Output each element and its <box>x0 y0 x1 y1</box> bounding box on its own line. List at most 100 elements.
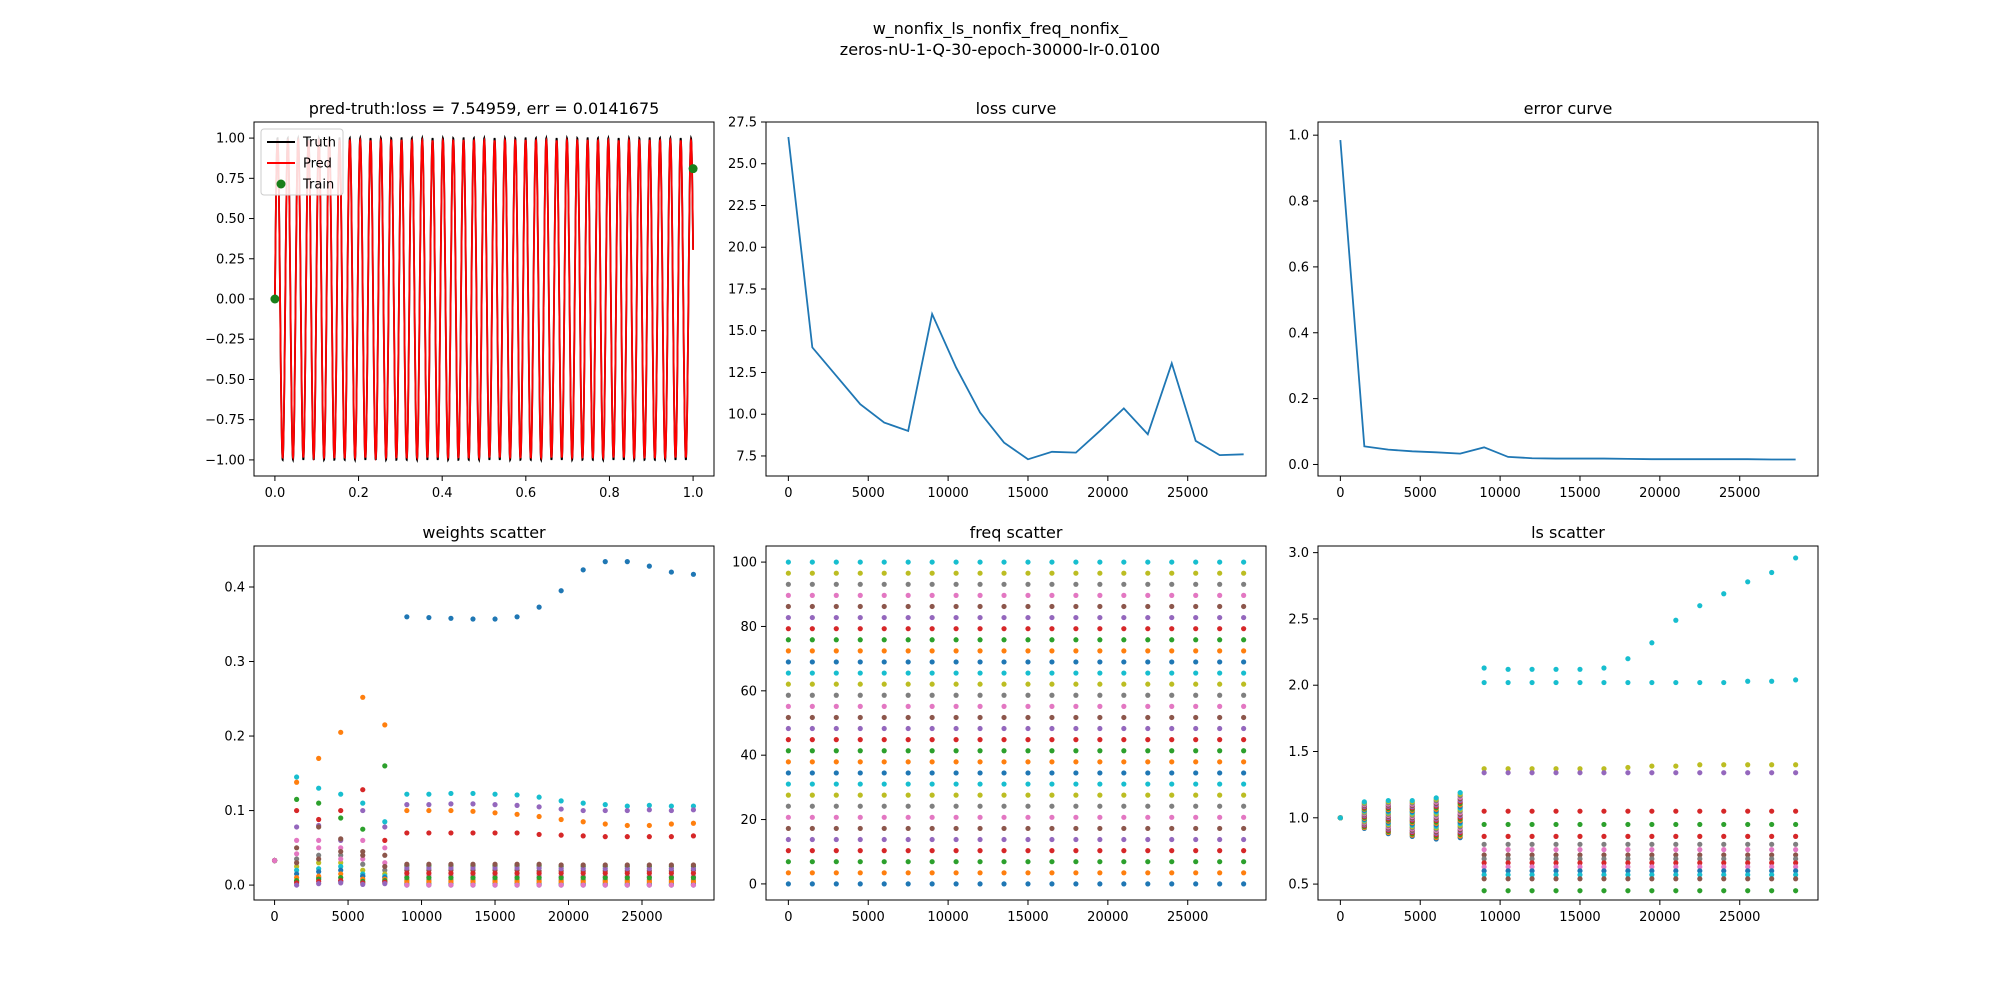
y-tick-label: 0.50 <box>216 212 245 227</box>
freq-point <box>809 748 815 754</box>
freq-point <box>1001 592 1007 598</box>
freq-point <box>1001 859 1007 865</box>
weight-point <box>448 615 454 621</box>
freq-point <box>1193 670 1199 676</box>
freq-point <box>1121 781 1127 787</box>
freq-point <box>857 737 863 743</box>
freq-point <box>977 825 983 832</box>
weight-point <box>580 875 586 881</box>
ls-point <box>1481 841 1487 847</box>
weight-point <box>426 865 432 871</box>
freq-point <box>953 770 959 776</box>
freq-point <box>785 648 791 654</box>
ls-point <box>1601 821 1607 828</box>
freq-point <box>1217 859 1223 865</box>
y-tick-label: −0.25 <box>205 333 245 348</box>
weight-point <box>602 878 608 884</box>
ls-point <box>1481 856 1487 862</box>
freq-point <box>1049 614 1055 621</box>
weight-point <box>360 856 366 862</box>
y-tick-label: 0.00 <box>216 293 245 308</box>
ls-point <box>1649 864 1655 870</box>
x-tick-label: 5000 <box>332 910 365 925</box>
freq-point <box>1121 737 1127 743</box>
freq-point <box>785 803 791 809</box>
ls-point <box>1577 841 1583 847</box>
weight-point <box>470 801 476 807</box>
x-tick-label: 0 <box>270 910 278 925</box>
ls-point <box>1601 856 1607 862</box>
freq-point <box>809 870 815 876</box>
y-tick-label: 0.6 <box>1288 260 1309 275</box>
ls-point <box>1649 841 1655 847</box>
weight-point <box>382 824 388 830</box>
ls-point <box>1529 841 1535 847</box>
freq-point <box>1025 870 1031 876</box>
freq-point <box>857 836 863 843</box>
freq-point <box>905 659 911 665</box>
freq-point <box>857 670 863 676</box>
weight-point <box>382 863 388 870</box>
freq-point <box>1217 681 1223 687</box>
freq-point <box>785 859 791 865</box>
plot-data <box>1337 555 1799 894</box>
weight-point <box>470 830 476 836</box>
freq-point <box>833 592 839 598</box>
ls-point <box>1481 872 1487 878</box>
freq-point <box>881 626 887 632</box>
ls-point <box>1529 872 1535 878</box>
freq-point <box>977 748 983 754</box>
freq-point <box>1145 570 1151 576</box>
ls-point <box>1769 888 1775 894</box>
freq-point <box>1145 592 1151 598</box>
x-tick-label: 0 <box>784 910 792 925</box>
ls-point <box>1481 876 1487 882</box>
freq-point <box>929 792 935 798</box>
x-tick-label: 5000 <box>1404 910 1437 925</box>
legend-box <box>260 128 344 196</box>
freq-point <box>1049 825 1055 832</box>
weight-point <box>382 837 388 843</box>
plot-frame <box>1317 121 1819 477</box>
ls-point <box>1673 847 1679 853</box>
freq-point <box>1073 670 1079 676</box>
freq-point <box>785 581 791 587</box>
x-tick-label: 25000 <box>1719 910 1760 925</box>
ls-point <box>1769 872 1775 878</box>
y-tick-label: 100 <box>732 556 757 571</box>
y-tick-label: 15.0 <box>728 324 757 339</box>
freq-point <box>881 825 887 832</box>
y-tick-label: 20.0 <box>728 241 757 256</box>
weight-point <box>338 863 344 870</box>
ls-point <box>1649 821 1655 828</box>
y-tick-label: 0.5 <box>1288 878 1309 893</box>
ls-point <box>1553 876 1559 882</box>
freq-point <box>809 559 815 565</box>
freq-point <box>1217 626 1223 632</box>
ls-point <box>1697 833 1703 839</box>
ls-point <box>1721 821 1727 828</box>
freq-point <box>1049 814 1055 820</box>
freq-point <box>857 825 863 832</box>
ls-point <box>1601 665 1607 671</box>
ls-point <box>1601 872 1607 878</box>
weight-point <box>382 867 388 873</box>
freq-point <box>929 859 935 865</box>
ls-point <box>1673 888 1679 894</box>
freq-point <box>785 570 791 576</box>
freq-point <box>857 881 863 887</box>
ls-point <box>1745 860 1751 866</box>
freq-point <box>857 859 863 865</box>
freq-point <box>857 681 863 687</box>
ls-point <box>1793 841 1799 847</box>
freq-point <box>1121 703 1127 709</box>
weight-point <box>316 785 322 791</box>
ls-point <box>1649 847 1655 853</box>
weight-point <box>294 779 300 785</box>
y-tick-label: 10.0 <box>728 408 757 423</box>
weight-point <box>558 870 564 876</box>
weight-point <box>514 878 520 884</box>
freq-point <box>929 836 935 843</box>
freq-point <box>977 725 983 732</box>
freq-point <box>929 559 935 565</box>
